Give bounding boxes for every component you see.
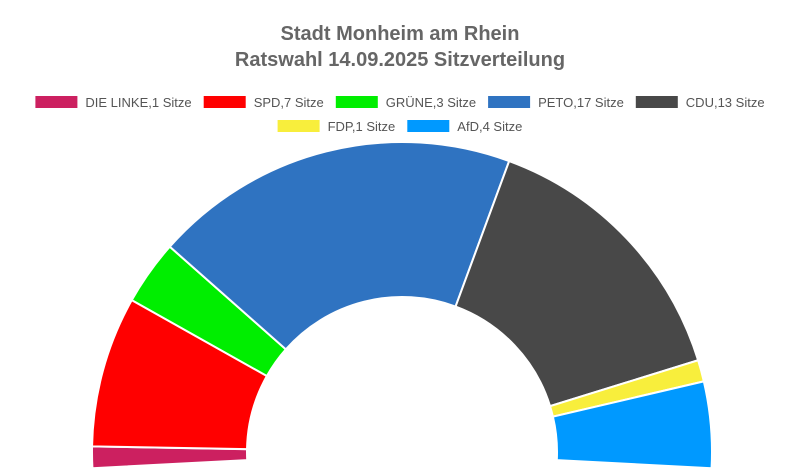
legend-swatch-gruene — [335, 96, 378, 108]
legend-swatch-spd — [203, 96, 246, 108]
legend-item-cdu[interactable]: CDU,13 Sitze — [635, 95, 765, 110]
legend-swatch-peto — [488, 96, 531, 108]
legend-item-spd[interactable]: SPD,7 Sitze — [203, 95, 324, 110]
legend-item-die-linke[interactable]: DIE LINKE,1 Sitze — [35, 95, 192, 110]
legend-label-gruene: GRÜNE,3 Sitze — [386, 95, 476, 110]
legend-swatch-cdu — [635, 96, 678, 108]
slice-cdu[interactable] — [454, 159, 700, 408]
legend: DIE LINKE,1 Sitze SPD,7 Sitze GRÜNE,3 Sitz… — [35, 95, 765, 134]
chart-title-line-2: Ratswahl 14.09.2025 Sitzverteilung — [235, 49, 565, 71]
legend-label-cdu: CDU,13 Sitze — [686, 95, 765, 110]
legend-label-spd: SPD,7 Sitze — [254, 95, 324, 110]
seat-slices — [90, 141, 713, 470]
slice-afd[interactable] — [551, 380, 713, 470]
legend-swatch-fdp — [277, 120, 320, 132]
legend-item-peto[interactable]: PETO,17 Sitze — [488, 95, 624, 110]
legend-label-fdp: FDP,1 Sitze — [328, 119, 396, 134]
legend-item-afd[interactable]: AfD,4 Sitze — [407, 119, 522, 134]
legend-item-fdp[interactable]: FDP,1 Sitze — [277, 119, 396, 134]
legend-label-peto: PETO,17 Sitze — [538, 95, 624, 110]
chart-title-line-1: Stadt Monheim am Rhein — [281, 23, 520, 45]
legend-label-die-linke: DIE LINKE,1 Sitze — [85, 95, 191, 110]
legend-item-gruene[interactable]: GRÜNE,3 Sitze — [335, 95, 476, 110]
legend-swatch-afd — [407, 120, 450, 132]
legend-label-afd: AfD,4 Sitze — [457, 119, 522, 134]
legend-swatch-die-linke — [35, 96, 78, 108]
slice-peto[interactable] — [168, 141, 511, 351]
